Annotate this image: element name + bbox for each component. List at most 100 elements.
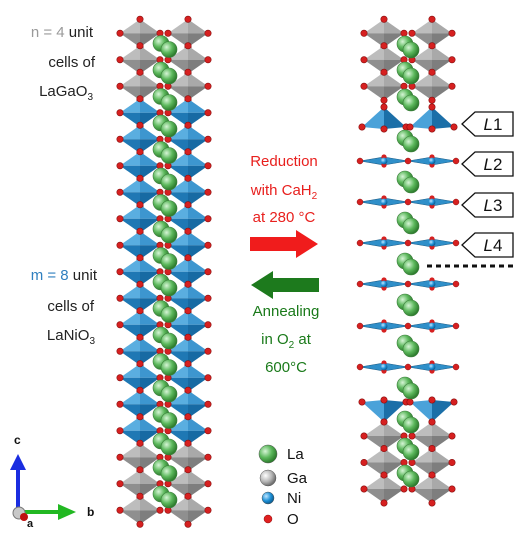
octahedron-face <box>364 86 384 101</box>
oxygen-atom <box>136 254 144 262</box>
octahedron-face <box>120 245 140 260</box>
oxygen-atom <box>380 15 388 23</box>
layer-tag-4: L4 <box>461 232 514 258</box>
octahedron-face <box>120 204 140 219</box>
octahedron-face <box>364 72 384 87</box>
octahedron-face <box>384 462 404 477</box>
octahedron-face <box>140 59 160 74</box>
left-structure-column <box>116 15 212 528</box>
octahedron-face <box>364 422 384 436</box>
layer-tags: L1 L2 L3 L4 <box>461 111 514 258</box>
octahedron-face <box>140 298 160 313</box>
la-atom <box>160 438 178 456</box>
oxygen-atom <box>184 148 192 156</box>
pyramid-face <box>384 400 406 422</box>
octahedron-face <box>120 112 140 127</box>
octahedron-face <box>120 178 140 193</box>
octahedron-face <box>188 457 208 472</box>
oxygen-atom <box>136 121 144 129</box>
oxygen-atom <box>404 322 412 330</box>
octahedron-face <box>188 45 208 60</box>
octahedron-face <box>188 377 208 392</box>
octahedron-face <box>120 310 140 325</box>
la-atom <box>160 306 178 323</box>
oxygen-atom <box>428 471 436 479</box>
octahedron-face <box>188 416 208 431</box>
oxygen-atom <box>136 360 144 368</box>
oxygen-atom <box>400 29 408 37</box>
octahedron-face <box>364 475 384 489</box>
octahedron-face <box>140 363 160 378</box>
octahedron-face <box>120 231 140 246</box>
octahedron-face <box>120 430 140 445</box>
octahedron-face <box>188 33 208 48</box>
la-atom <box>160 385 178 403</box>
octahedron-face <box>432 475 452 489</box>
layer-tag-label: L4 <box>484 236 503 255</box>
octahedron-face <box>120 33 140 48</box>
oxygen-atom <box>136 307 144 315</box>
octahedron-face <box>188 363 208 378</box>
octahedron-face <box>120 443 140 458</box>
octahedron-face <box>188 430 208 445</box>
octahedron-face <box>120 457 140 472</box>
octahedron-face <box>364 489 384 503</box>
oxygen-atom <box>184 386 192 394</box>
la-atom <box>160 94 178 111</box>
annealing-line1: Annealing <box>253 303 320 320</box>
oxygen-atom <box>356 322 364 330</box>
oxygen-atom <box>450 123 458 131</box>
octahedron-face <box>412 475 432 489</box>
oxygen-atom <box>184 333 192 341</box>
octahedron-face <box>168 324 188 339</box>
n-label-line2: cells of <box>48 54 96 71</box>
octahedron-face <box>140 390 160 405</box>
oxygen-atom <box>184 95 192 103</box>
octahedron-face <box>120 337 140 352</box>
la-atom <box>160 359 178 376</box>
oxygen-atom <box>136 95 144 103</box>
oxygen-atom <box>116 400 124 408</box>
octahedron-face <box>432 86 452 101</box>
pyramid-face <box>362 107 384 129</box>
oxygen-atom <box>156 506 164 514</box>
octahedron-face <box>120 125 140 140</box>
oxygen-atom <box>136 520 144 528</box>
octahedron-face <box>140 218 160 233</box>
octahedron-face <box>188 19 208 34</box>
legend-label: O <box>287 511 299 528</box>
octahedron-face <box>364 45 384 60</box>
layer-tag-label: L1 <box>484 115 503 134</box>
octahedron-face <box>412 489 432 503</box>
oxygen-atom <box>116 29 124 37</box>
oxygen-atom <box>452 157 460 165</box>
oxygen-atom <box>356 239 364 247</box>
la-atom <box>402 299 420 317</box>
oxygen-atom <box>380 471 388 479</box>
octahedron-face <box>384 489 404 503</box>
octahedron-face <box>412 462 432 477</box>
oxygen-atom <box>380 125 388 133</box>
oxygen-atom <box>116 506 124 514</box>
oxygen-atom <box>204 480 212 488</box>
octahedron-face <box>120 257 140 272</box>
oxygen-atom <box>204 82 212 90</box>
oxygen-atom <box>204 109 212 117</box>
octahedron-face <box>412 33 432 48</box>
layer-tag-arrow <box>461 151 514 177</box>
octahedron-face <box>384 72 404 87</box>
oxygen-atom <box>204 268 212 276</box>
octahedron-face <box>140 165 160 180</box>
octahedron-face <box>432 72 452 87</box>
n-label-line1: n = 4 unit <box>31 24 94 41</box>
reduction-line3: at 280 °C <box>253 209 316 226</box>
octahedron-face <box>140 443 160 458</box>
octahedron-face <box>168 271 188 286</box>
octahedron-face <box>168 192 188 207</box>
octahedron-face <box>188 496 208 511</box>
la-atom <box>402 443 420 461</box>
oxygen-atom <box>428 396 436 404</box>
layer-tag-1: L1 <box>461 111 514 137</box>
oxygen-atom <box>404 239 412 247</box>
